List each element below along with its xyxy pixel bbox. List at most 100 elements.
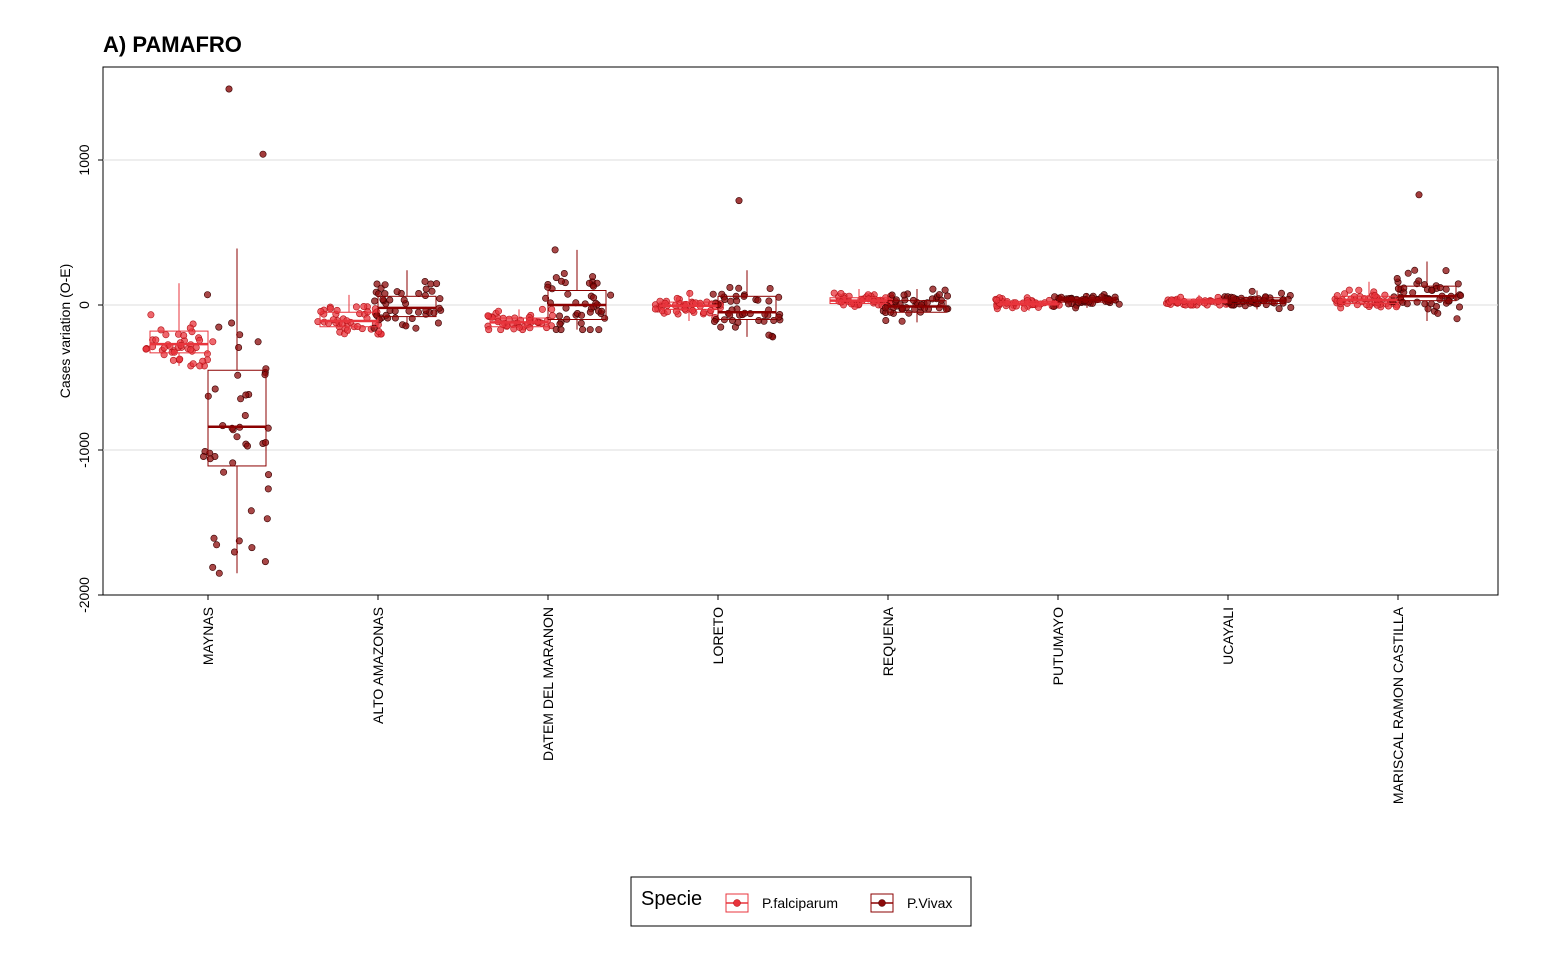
data-point [213, 541, 221, 549]
data-point [170, 348, 178, 356]
data-point [373, 280, 381, 288]
data-point [235, 537, 243, 545]
data-point [176, 355, 184, 363]
data-point [371, 297, 379, 305]
data-point [421, 277, 429, 285]
data-point [196, 336, 204, 344]
data-point [579, 326, 587, 334]
data-point [414, 308, 422, 316]
data-point [700, 308, 708, 316]
data-point [590, 294, 598, 302]
data-point [360, 302, 368, 310]
data-point [386, 296, 394, 304]
data-point [733, 297, 741, 305]
data-point [402, 322, 410, 330]
x-tick-label: DATEM DEL MARANON [540, 607, 556, 761]
data-point [497, 326, 505, 334]
data-point [160, 344, 168, 352]
data-point [577, 319, 585, 327]
data-point [147, 311, 155, 319]
data-point [209, 338, 217, 346]
x-tick-label: PUTUMAYO [1050, 607, 1066, 685]
data-point [1333, 292, 1341, 300]
data-point [1428, 286, 1436, 294]
box-1-1 [377, 270, 437, 329]
data-point [993, 296, 1001, 304]
data-point [526, 324, 534, 332]
data-point [215, 569, 223, 577]
data-point [169, 356, 177, 364]
data-point [578, 311, 586, 319]
data-point [673, 294, 681, 302]
data-point [766, 284, 774, 292]
data-point [1345, 286, 1353, 294]
data-point [686, 289, 694, 297]
x-tick-label: UCAYALI [1220, 607, 1236, 665]
data-point [607, 291, 615, 299]
data-point [210, 534, 218, 542]
data-point [538, 305, 546, 313]
data-point [1409, 289, 1417, 297]
data-point [721, 295, 729, 303]
x-tick-label: REQUENA [880, 606, 896, 676]
data-point [1248, 287, 1256, 295]
data-point [494, 307, 502, 315]
data-point [421, 291, 429, 299]
data-point [200, 452, 208, 460]
data-point [1442, 267, 1450, 275]
data-point [557, 326, 565, 334]
box-1-0 [207, 248, 267, 574]
data-point [203, 350, 211, 358]
data-point [379, 295, 387, 303]
box-1-2 [547, 249, 607, 330]
outlier-point [735, 197, 743, 205]
data-point [1287, 303, 1295, 311]
data-point [557, 277, 565, 285]
data-point [1115, 300, 1123, 308]
data-point [943, 292, 951, 300]
box-1-3 [717, 270, 777, 337]
data-point [598, 307, 606, 315]
data-point [1341, 290, 1349, 298]
data-point [770, 316, 778, 324]
data-point [261, 371, 269, 379]
data-point [1436, 284, 1444, 292]
data-point [830, 289, 838, 297]
data-point [393, 288, 401, 296]
data-point [898, 317, 906, 325]
data-point [1072, 304, 1080, 312]
data-point [544, 283, 552, 291]
data-point [556, 320, 564, 328]
data-point [601, 314, 609, 322]
data-point [209, 563, 217, 571]
data-point [422, 285, 430, 293]
data-point [326, 305, 334, 313]
box-1-5 [1057, 293, 1117, 308]
data-point [228, 319, 236, 327]
data-point [888, 291, 896, 299]
y-tick-label: 1000 [76, 144, 92, 175]
legend-label-falciparum: P.falciparum [762, 895, 838, 911]
data-point [264, 424, 272, 432]
box-0-0 [149, 283, 209, 366]
data-point [152, 336, 160, 344]
data-point [1278, 289, 1286, 297]
data-point [428, 287, 436, 295]
data-point [1442, 285, 1450, 293]
data-point [728, 316, 736, 324]
data-point [189, 360, 197, 368]
data-point [196, 362, 204, 370]
data-point [204, 291, 212, 299]
data-point [485, 326, 493, 334]
data-point [412, 324, 420, 332]
data-point [551, 246, 559, 254]
data-point [415, 289, 423, 297]
data-point [548, 305, 556, 313]
data-point [233, 433, 241, 441]
legend-key-falciparum-point [733, 899, 741, 907]
data-point [1403, 300, 1411, 308]
data-point [352, 303, 360, 311]
data-point [241, 411, 249, 419]
box-1-4 [887, 289, 947, 323]
